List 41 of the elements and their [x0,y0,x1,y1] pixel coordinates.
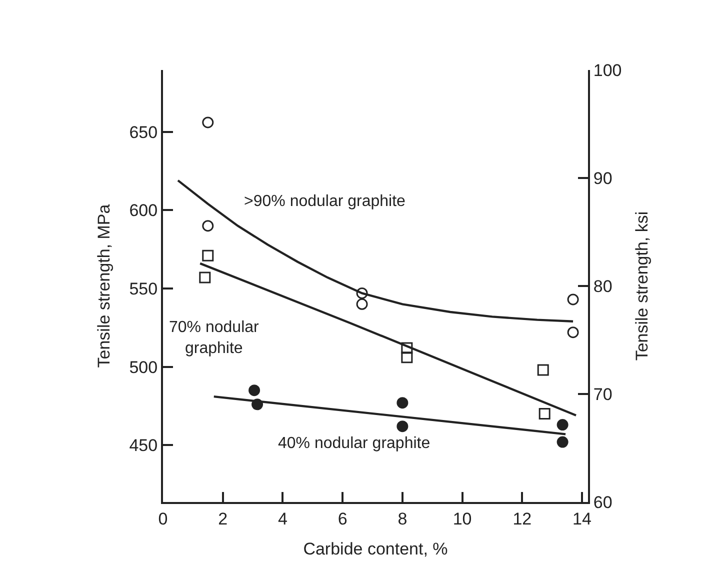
point [401,352,413,364]
point [202,250,214,262]
y2-tick-label: 60 [593,492,612,512]
y-tick-label: 550 [129,279,158,298]
x-tick-label: 4 [278,509,288,528]
x-tick-label: 8 [398,509,408,528]
x-tick-label: 6 [338,509,348,528]
point [396,420,408,432]
point [538,408,550,420]
y-tick-label: 600 [129,201,158,220]
point [396,397,408,409]
y2-tick-label: 100 [593,60,622,80]
point [356,298,368,310]
point [202,116,214,128]
point [401,342,413,354]
annotation: >90% nodular graphite [244,193,406,210]
annotation: 70% nodular graphite [169,319,260,357]
x-tick-label: 2 [218,509,228,528]
y-tick-label: 500 [129,358,158,377]
annotation: 40% nodular graphite [278,435,430,452]
x-tick-label: 12 [512,509,532,528]
y-axis-title: Tensile strength, MPa [94,204,114,368]
x-tick-label: 14 [572,509,592,528]
point [199,272,211,284]
point [537,364,549,376]
y2-axis-title: Tensile strength, ksi [632,211,652,361]
y2-tick-label: 90 [593,168,612,188]
point [248,384,260,396]
y-tick-label: 650 [129,122,158,142]
y-tick-label: 450 [129,436,158,456]
y2-tick-label: 80 [593,276,612,296]
x-tick-label: 10 [452,509,472,528]
x-tick-label: 0 [158,509,168,528]
y2-tick-label: 70 [593,384,612,404]
x-axis-title: Carbide content, % [303,539,448,558]
point [556,436,568,448]
point [356,287,368,299]
point [202,220,214,232]
point [556,419,568,431]
point [567,294,579,306]
point [567,326,579,338]
